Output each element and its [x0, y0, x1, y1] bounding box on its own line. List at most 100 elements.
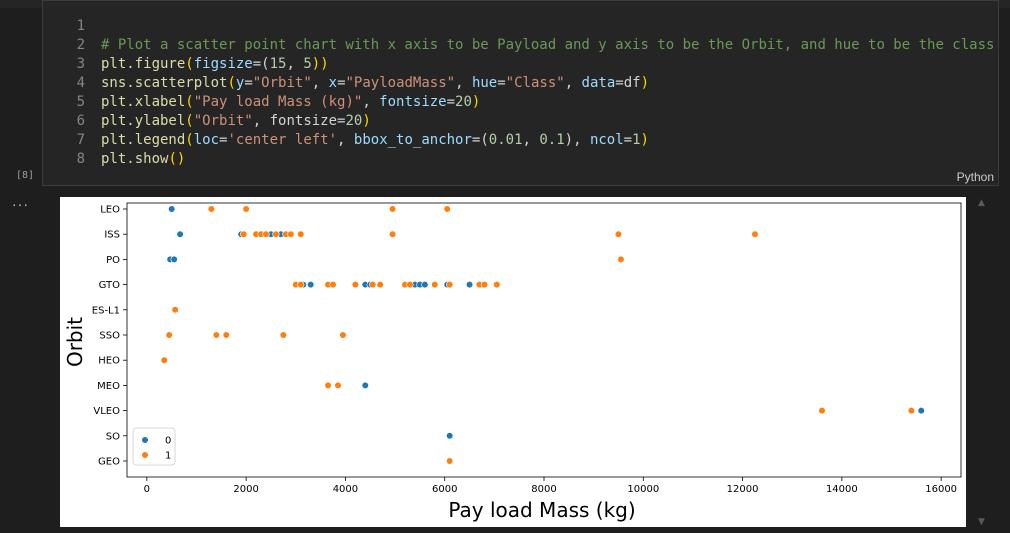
y-tick-label: SO	[106, 431, 120, 442]
code-line-2[interactable]: 2 plt.figure(figsize=(15, 5))	[43, 17, 998, 72]
data-point-class-1	[212, 331, 220, 339]
data-point-class-1	[324, 381, 332, 389]
code-cell[interactable]: 1 # Plot a scatter point chart with x ax…	[42, 0, 999, 186]
x-tick-label: 2000	[233, 484, 258, 495]
data-point-class-1	[388, 205, 397, 213]
scroll-up-icon[interactable]: ▲	[978, 198, 985, 208]
execution-count: [8]	[16, 170, 35, 181]
data-point-class-1	[207, 205, 215, 213]
data-point-class-1	[614, 230, 623, 238]
data-point-class-1	[818, 407, 826, 415]
data-point-class-1	[242, 205, 250, 213]
data-point-class-0	[421, 280, 429, 289]
y-tick-label: SSO	[99, 331, 120, 342]
y-tick-label: MEO	[97, 381, 120, 392]
line-number: 2	[76, 37, 85, 53]
data-point-class-1	[376, 280, 384, 289]
data-point-class-1	[339, 331, 347, 339]
data-point-class-0	[176, 230, 184, 238]
language-label[interactable]: Python	[956, 170, 994, 184]
data-point-class-1	[446, 280, 454, 289]
code-line-7[interactable]: 7 plt.show()	[43, 112, 998, 167]
plot-frame	[126, 202, 962, 478]
x-tick-label: 4000	[333, 484, 358, 495]
y-axis-label: Orbit	[63, 317, 87, 367]
code-text: plt.legend(loc='center left', bbox_to_an…	[101, 132, 649, 148]
data-point-class-1	[287, 230, 295, 238]
code-text: # Plot a scatter point chart with x axis…	[101, 37, 999, 53]
x-tick-label: 12000	[727, 484, 759, 495]
data-point-class-1	[431, 280, 439, 289]
data-point-class-0	[917, 407, 925, 415]
data-point-class-1	[446, 457, 454, 465]
data-point-class-1	[480, 280, 489, 289]
line-number: 4	[76, 75, 85, 91]
data-point-class-1	[240, 230, 248, 238]
data-point-class-1	[297, 280, 305, 289]
code-line-8[interactable]: 8	[43, 131, 998, 167]
line-number: 7	[76, 132, 85, 148]
code-text: sns.scatterplot(y="Orbit", x="PayloadMas…	[101, 75, 649, 91]
code-text: plt.xlabel("Pay load Mass (kg)", fontsiz…	[101, 94, 481, 110]
legend-marker	[141, 451, 149, 459]
data-point-class-1	[272, 230, 280, 238]
line-number: 8	[76, 151, 85, 167]
data-point-class-1	[171, 306, 179, 314]
data-point-class-1	[751, 230, 759, 238]
x-tick-label: 10000	[627, 484, 659, 495]
code-text: plt.ylabel("Orbit", fontsize=20)	[101, 113, 371, 129]
data-point-class-0	[465, 280, 474, 289]
data-point-class-1	[369, 280, 377, 289]
data-point-class-1	[297, 230, 305, 238]
data-point-class-1	[493, 280, 501, 289]
data-point-class-1	[388, 230, 397, 238]
more-actions-icon[interactable]: ···	[12, 196, 29, 212]
y-tick-label: GTO	[99, 280, 121, 291]
y-tick-label: ISS	[104, 230, 120, 241]
data-point-class-1	[334, 381, 342, 389]
data-point-class-1	[907, 407, 915, 415]
line-number: 6	[76, 113, 85, 129]
data-point-class-0	[170, 255, 178, 264]
legend-label: 1	[165, 451, 171, 462]
code-line-4[interactable]: 4 plt.xlabel("Pay load Mass (kg)", fonts…	[43, 55, 998, 110]
data-point-class-0	[361, 381, 369, 389]
data-point-class-1	[406, 280, 414, 289]
data-point-class-0	[168, 205, 176, 213]
data-point-class-0	[307, 280, 315, 289]
data-point-class-1	[160, 356, 168, 364]
x-tick-label: 6000	[432, 484, 457, 495]
y-tick-label: ES-L1	[92, 305, 120, 316]
code-line-5[interactable]: 5 plt.ylabel("Orbit", fontsize=20)	[43, 74, 998, 129]
line-number: 3	[76, 56, 85, 72]
x-axis-label: Pay load Mass (kg)	[448, 498, 635, 522]
code-text: plt.show()	[101, 151, 186, 167]
x-tick-label: 14000	[826, 484, 858, 495]
data-point-class-1	[329, 280, 337, 289]
data-point-class-1	[617, 255, 625, 264]
x-tick-label: 16000	[925, 484, 957, 495]
y-tick-label: VLEO	[93, 406, 120, 417]
data-point-class-1	[165, 331, 173, 339]
code-line-1[interactable]: 1 # Plot a scatter point chart with x ax…	[43, 1, 998, 53]
code-text: plt.figure(figsize=(15, 5))	[101, 56, 329, 72]
y-tick-label: HEO	[98, 356, 120, 367]
code-line-6[interactable]: 6 plt.legend(loc='center left', bbox_to_…	[43, 93, 998, 148]
token-fn: plt.figure	[101, 56, 186, 72]
legend-label: 0	[165, 436, 171, 447]
scroll-down-icon[interactable]: ▼	[978, 517, 985, 527]
y-tick-label: LEO	[100, 205, 120, 216]
x-tick-label: 0	[144, 484, 150, 495]
y-tick-label: GEO	[98, 457, 120, 468]
line-number: 1	[76, 18, 85, 34]
cell-output: 0 2000 4000 6000 8000 10000 12000 14000 16000 LEO…	[60, 197, 966, 527]
data-point-class-1	[262, 230, 270, 238]
legend-marker	[141, 436, 149, 444]
data-point-class-0	[446, 432, 454, 440]
data-point-class-1	[351, 280, 359, 289]
x-tick-label: 8000	[531, 484, 556, 495]
y-tick-label: PO	[106, 255, 120, 266]
scatter-chart: 0 2000 4000 6000 8000 10000 12000 14000 16000 LEO…	[63, 202, 962, 522]
code-line-3[interactable]: 3 sns.scatterplot(y="Orbit", x="PayloadM…	[43, 36, 998, 91]
data-point-class-1	[279, 331, 287, 339]
